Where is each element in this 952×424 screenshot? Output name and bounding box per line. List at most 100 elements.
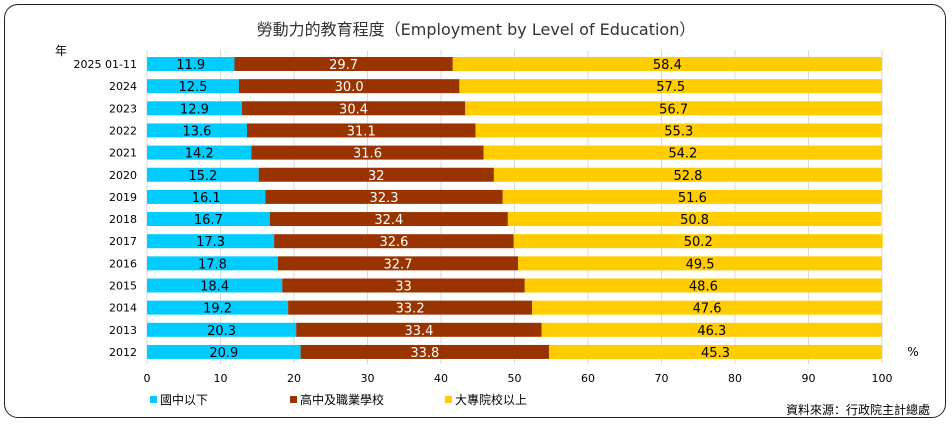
data-label: 47.6 [693, 302, 722, 317]
data-label: 11.9 [176, 58, 205, 73]
data-label: 15.2 [188, 169, 217, 184]
y-tick-label: 2013 [109, 324, 137, 337]
data-label: 32 [368, 169, 385, 184]
bar-segment [269, 212, 508, 227]
data-label: 19.2 [203, 302, 232, 317]
x-tick-label: 0 [144, 372, 151, 385]
bar-segment [532, 300, 882, 315]
bar-segment [493, 167, 882, 182]
legend-label: 國中以下 [160, 392, 208, 407]
chart-title: 勞動力的教育程度（Employment by Level of Educatio… [257, 20, 696, 39]
data-label: 12.5 [178, 80, 207, 95]
bar-segment [147, 57, 235, 71]
data-label: 49.5 [686, 257, 715, 272]
bar-segment [524, 278, 882, 293]
data-label: 32.4 [374, 213, 403, 228]
data-label: 31.1 [347, 124, 376, 139]
x-tick-label: 80 [728, 372, 742, 385]
data-label: 13.6 [183, 124, 212, 139]
bar-segment [238, 79, 460, 94]
bar-segment [274, 234, 514, 249]
data-label: 16.1 [192, 191, 221, 206]
y-tick-label: 2015 [109, 280, 137, 293]
chart-frame [4, 4, 946, 418]
data-label: 32.6 [379, 235, 408, 250]
bar-segment [147, 278, 283, 293]
bar-segment [241, 101, 466, 116]
data-label: 55.3 [664, 124, 693, 139]
data-label: 51.6 [678, 191, 707, 206]
bar-segment [147, 344, 301, 359]
data-label: 54.2 [668, 147, 697, 162]
y-tick-label: 2012 [109, 346, 137, 359]
y-tick-label: 2020 [109, 169, 137, 182]
bar-segment [288, 300, 533, 315]
bar-segment [246, 123, 476, 138]
data-label: 29.7 [329, 58, 358, 73]
bar-segment [258, 167, 494, 182]
x-tick-label: 70 [655, 372, 669, 385]
data-label: 17.8 [198, 257, 227, 272]
bar-segment [475, 123, 882, 138]
y-tick-label: 2017 [109, 235, 137, 248]
x-axis-unit: % [907, 345, 918, 359]
x-tick-label: 40 [434, 372, 448, 385]
data-label: 56.7 [659, 102, 688, 117]
bar-segment [507, 212, 882, 227]
data-label: 33.2 [396, 302, 425, 317]
data-label: 30.0 [335, 80, 364, 95]
bar-segment [147, 256, 278, 271]
y-tick-label: 2024 [109, 80, 137, 93]
legend-swatch [150, 396, 157, 403]
y-tick-label: 2014 [109, 302, 137, 315]
bar-segment [234, 57, 453, 71]
data-label: 30.4 [339, 102, 368, 117]
bar-segment [465, 101, 882, 116]
x-tick-label: 10 [214, 372, 228, 385]
bar-segment [513, 234, 883, 249]
bar-segment [147, 300, 289, 315]
data-label: 12.9 [180, 102, 209, 117]
data-label: 17.3 [196, 235, 225, 250]
legend-label: 高中及職業學校 [300, 392, 384, 407]
bar-segment [251, 145, 484, 160]
data-label: 58.4 [653, 58, 682, 73]
bar-segment [549, 344, 882, 359]
x-tick-label: 60 [581, 372, 595, 385]
bar-segment [452, 57, 882, 71]
bar-segment [147, 234, 275, 249]
data-label: 20.9 [209, 346, 238, 361]
y-tick-label: 2023 [109, 102, 137, 115]
y-tick-label: 2018 [109, 213, 137, 226]
legend-swatch [445, 396, 452, 403]
x-tick-label: 20 [287, 372, 301, 385]
data-label: 45.3 [701, 346, 730, 361]
x-tick-label: 30 [361, 372, 375, 385]
x-tick-label: 100 [872, 372, 893, 385]
data-label: 32.3 [370, 191, 399, 206]
bar-segment [147, 123, 247, 138]
bar-segment [147, 79, 239, 94]
bar-segment [265, 189, 503, 204]
data-label: 52.8 [673, 169, 702, 184]
data-label: 16.7 [194, 213, 223, 228]
data-label: 31.6 [353, 147, 382, 162]
bar-segment [147, 212, 270, 227]
data-label: 18.4 [200, 280, 229, 295]
y-tick-label: 2021 [109, 147, 137, 160]
bar-segment [300, 344, 550, 359]
bar-segment [483, 145, 882, 160]
y-axis-label: 年 [55, 44, 67, 58]
y-tick-label: 2016 [109, 257, 137, 270]
data-label: 57.5 [656, 80, 685, 95]
data-label: 48.6 [689, 280, 718, 295]
data-label: 33.4 [404, 324, 433, 339]
data-label: 14.2 [185, 147, 214, 162]
legend-swatch [290, 396, 297, 403]
bar-segment [147, 101, 242, 116]
bar-segment [541, 322, 882, 337]
data-label: 50.2 [684, 235, 713, 250]
data-label: 50.8 [680, 213, 709, 228]
bar-segment [282, 278, 525, 293]
